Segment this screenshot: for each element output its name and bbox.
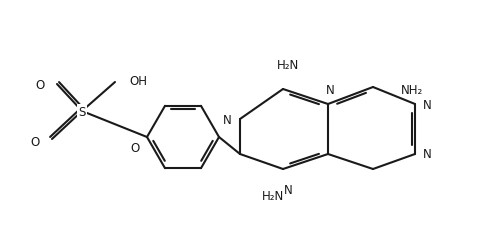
Text: N: N — [423, 98, 432, 111]
Text: S: S — [78, 105, 86, 118]
Text: N: N — [423, 148, 432, 161]
Text: N: N — [223, 113, 232, 126]
Text: H₂N: H₂N — [277, 59, 299, 72]
Text: O: O — [131, 141, 140, 154]
Text: H₂N: H₂N — [262, 189, 284, 202]
Text: O: O — [36, 78, 45, 91]
Text: NH₂: NH₂ — [401, 83, 423, 96]
Text: O: O — [31, 135, 40, 148]
Text: OH: OH — [129, 74, 147, 87]
Text: N: N — [326, 84, 334, 96]
Text: N: N — [284, 183, 292, 196]
